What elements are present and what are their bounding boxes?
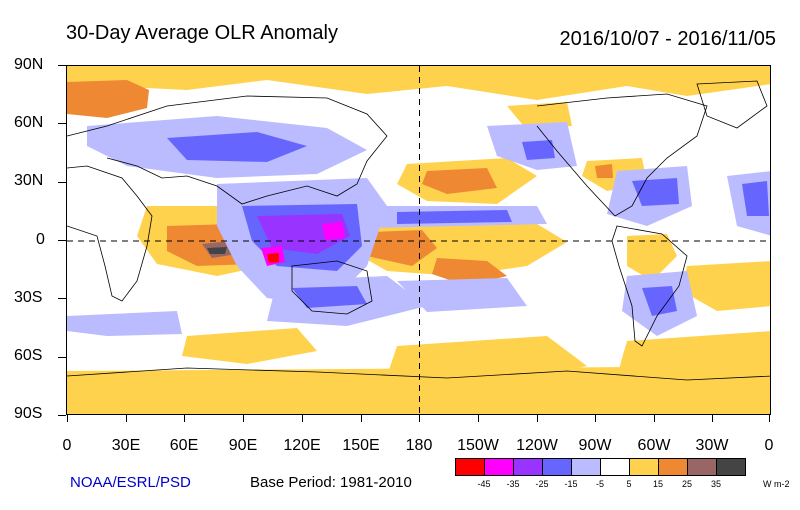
positive-anomaly-region: [67, 80, 149, 118]
lon-label-90e: 90E: [228, 437, 258, 454]
coastline-south-america: [611, 225, 688, 347]
colorbar-label: 5: [626, 479, 632, 489]
lon-label-30e: 30E: [111, 437, 141, 454]
coastline-antarctica: [67, 367, 770, 381]
coastline-australia: [291, 260, 373, 315]
lat-tick: [58, 415, 66, 416]
lon-tick: [243, 415, 244, 422]
lon-tick: [537, 415, 538, 422]
negative-anomaly-region: [397, 210, 512, 224]
negative-anomaly-region: [522, 140, 555, 160]
lon-tick: [419, 415, 420, 422]
coastline-north-america: [536, 93, 708, 217]
colorbar-label: 35: [710, 479, 722, 489]
lat-tick: [58, 123, 66, 124]
lat-tick: [58, 182, 66, 183]
lon-label-120e: 120E: [283, 437, 321, 454]
colorbar-swatch: [513, 458, 543, 476]
colorbar-label: -35: [506, 479, 520, 489]
map-canvas: [67, 66, 770, 414]
lat-label-equator: 0: [36, 231, 45, 248]
lon-tick: [184, 415, 185, 422]
lat-label-60s: 60S: [14, 347, 43, 364]
negative-anomaly-region: [167, 132, 307, 162]
positive-anomaly-region: [67, 366, 770, 414]
positive-anomaly-region: [182, 328, 317, 364]
credit-label: NOAA/ESRL/PSD: [70, 474, 191, 491]
lon-label-150w: 150W: [457, 437, 499, 454]
colorbar: [455, 458, 746, 476]
lon-tick: [361, 415, 362, 422]
lon-label-180: 180: [405, 437, 433, 454]
coastline-africa: [67, 165, 153, 302]
map-title: 30-Day Average OLR Anomaly: [66, 22, 339, 44]
colorbar-swatch: [542, 458, 572, 476]
negative-anomaly-region: [632, 178, 679, 206]
lon-label-120w: 120W: [516, 437, 558, 454]
lat-tick: [58, 65, 66, 66]
lat-label-90s: 90S: [14, 405, 43, 422]
colorbar-label: -25: [535, 479, 549, 489]
lat-tick: [58, 298, 66, 299]
lat-tick: [58, 240, 66, 241]
lon-label-0-east: 0: [764, 437, 774, 454]
colorbar-swatch: [658, 458, 688, 476]
lon-label-60w: 60W: [637, 437, 671, 454]
lat-label-60n: 60N: [14, 114, 44, 131]
colorbar-swatch: [571, 458, 601, 476]
positive-anomaly-region: [422, 168, 497, 194]
colorbar-label: -15: [564, 479, 578, 489]
lon-tick: [302, 415, 303, 422]
lon-tick: [654, 415, 655, 422]
lon-label-30w: 30W: [695, 437, 729, 454]
colorbar-label: 25: [681, 479, 693, 489]
negative-anomaly-region: [67, 311, 182, 336]
lon-tick: [478, 415, 479, 422]
positive-anomaly-region: [627, 234, 677, 281]
lat-tick: [58, 357, 66, 358]
colorbar-swatch: [455, 458, 485, 476]
lon-label-0: 0: [62, 437, 72, 454]
coastline-greenland: [696, 80, 768, 129]
lon-tick: [769, 415, 770, 422]
date-range: 2016/10/07 - 2016/11/05: [559, 28, 776, 50]
negative-anomaly-region: [642, 286, 677, 316]
colorbar-label: -5: [595, 479, 605, 489]
lon-label-60e: 60E: [169, 437, 199, 454]
colorbar-swatch: [484, 458, 514, 476]
colorbar-label: -45: [477, 479, 491, 489]
positive-anomaly-region: [682, 261, 770, 311]
positive-anomaly-region: [67, 66, 770, 100]
colorbar-units: W m-2: [763, 479, 790, 489]
lon-tick: [595, 415, 596, 422]
olr-anomaly-map: [66, 65, 771, 415]
colorbar-label: 15: [652, 479, 664, 489]
negative-anomaly-region: [292, 286, 367, 308]
positive-anomaly-region: [207, 247, 227, 254]
lat-label-30s: 30S: [14, 289, 43, 306]
negative-anomaly-region: [742, 181, 769, 216]
colorbar-swatch: [600, 458, 630, 476]
negative-anomaly-region: [267, 253, 279, 263]
colorbar-swatch: [716, 458, 746, 476]
colorbar-swatch: [687, 458, 717, 476]
colorbar-swatch: [629, 458, 659, 476]
negative-anomaly-region: [397, 278, 527, 312]
lon-tick: [126, 415, 127, 422]
positive-anomaly-region: [595, 164, 613, 178]
lon-tick: [67, 415, 68, 422]
continent-outlines: [67, 80, 770, 381]
negative-anomaly-region: [322, 222, 345, 240]
lon-label-150e: 150E: [342, 437, 380, 454]
lat-label-30n: 30N: [14, 172, 44, 189]
lat-label-90n: 90N: [14, 56, 44, 73]
lon-tick: [712, 415, 713, 422]
lon-label-90w: 90W: [578, 437, 612, 454]
base-period-label: Base Period: 1981-2010: [250, 474, 412, 491]
coastline-eurasia: [67, 95, 388, 205]
